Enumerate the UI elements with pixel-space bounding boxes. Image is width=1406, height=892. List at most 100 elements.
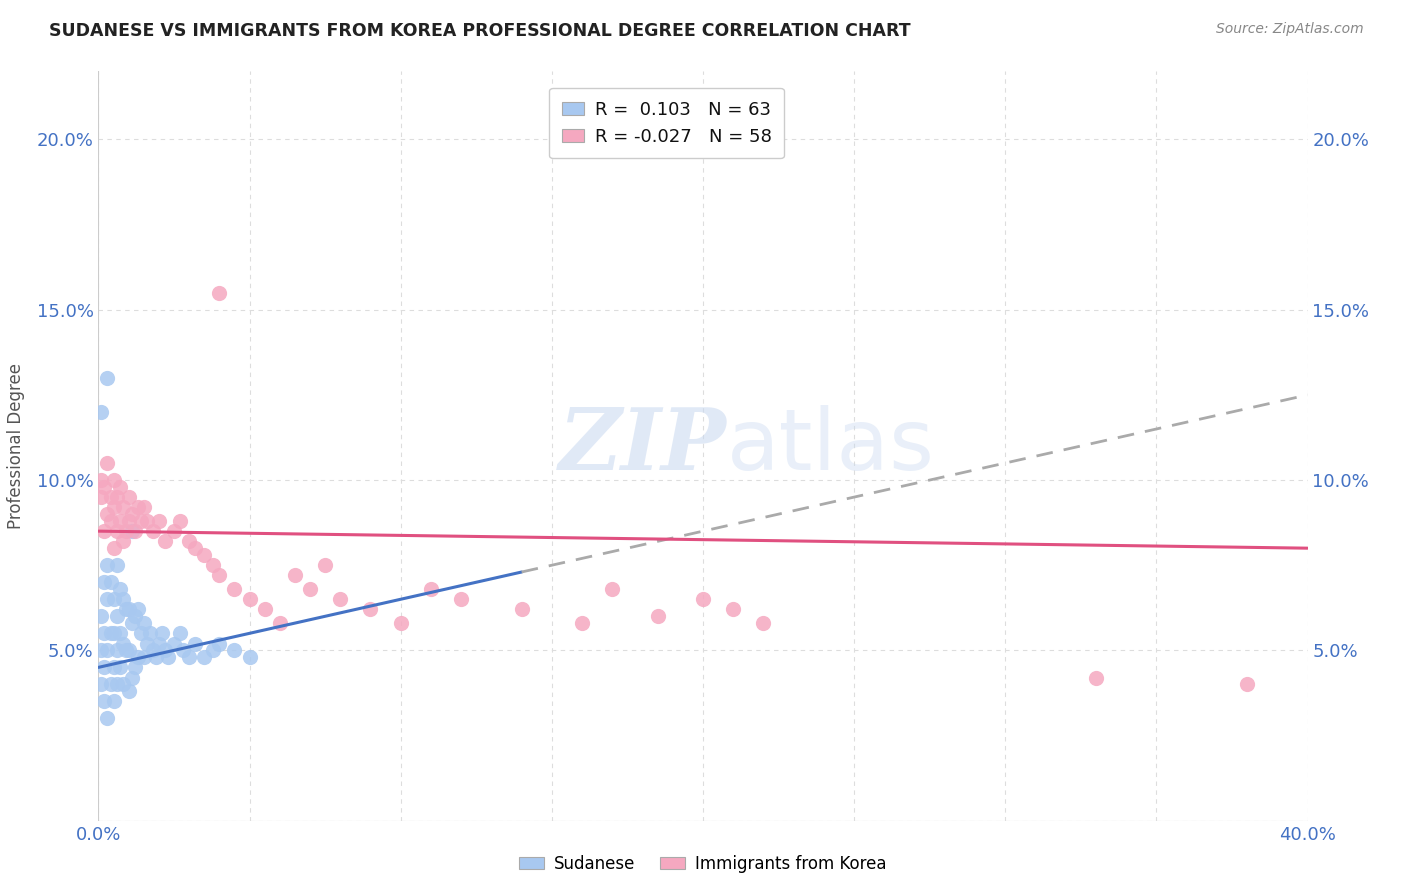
Point [163, 524, 186, 538]
Point [647, 609, 669, 624]
Point [118, 602, 141, 616]
Point [184, 636, 207, 650]
Point [132, 616, 155, 631]
Point [103, 500, 125, 515]
Legend: R =  0.103   N = 63, R = -0.027   N = 58: R = 0.103 N = 63, R = -0.027 N = 58 [550, 88, 785, 158]
Point [105, 524, 128, 538]
Text: Source: ZipAtlas.com: Source: ZipAtlas.com [1216, 22, 1364, 37]
Point [105, 643, 128, 657]
Point [752, 616, 775, 631]
Point [420, 582, 443, 596]
Point [239, 592, 262, 607]
Point [129, 514, 152, 528]
Point [118, 490, 141, 504]
Point [111, 592, 134, 607]
Point [111, 500, 134, 515]
Point [111, 534, 134, 549]
Point [100, 626, 122, 640]
Text: atlas: atlas [727, 404, 935, 488]
Point [153, 643, 176, 657]
Text: ZIP: ZIP [560, 404, 727, 488]
Point [127, 650, 149, 665]
Point [96, 507, 118, 521]
Point [93, 626, 115, 640]
Point [90, 609, 112, 624]
Point [1085, 671, 1108, 685]
Point [96, 558, 118, 573]
Point [108, 626, 131, 640]
Point [179, 534, 201, 549]
Point [127, 500, 149, 515]
Point [100, 514, 122, 528]
Point [184, 541, 207, 556]
Point [208, 636, 231, 650]
Point [103, 592, 125, 607]
Point [93, 575, 115, 590]
Point [132, 500, 155, 515]
Point [93, 524, 115, 538]
Point [156, 650, 179, 665]
Point [127, 602, 149, 616]
Point [103, 473, 125, 487]
Point [124, 660, 146, 674]
Point [163, 636, 186, 650]
Point [169, 626, 191, 640]
Point [121, 507, 143, 521]
Point [299, 582, 322, 596]
Point [284, 568, 307, 582]
Point [121, 616, 143, 631]
Point [90, 643, 112, 657]
Point [692, 592, 714, 607]
Point [224, 582, 246, 596]
Point [124, 524, 146, 538]
Point [193, 548, 215, 562]
Point [571, 616, 593, 631]
Point [253, 602, 276, 616]
Point [118, 643, 141, 657]
Point [96, 711, 118, 725]
Point [121, 671, 143, 685]
Point [90, 677, 112, 691]
Point [114, 643, 136, 657]
Point [124, 609, 146, 624]
Point [93, 660, 115, 674]
Point [172, 643, 194, 657]
Point [202, 643, 225, 657]
Point [723, 602, 745, 616]
Point [142, 643, 165, 657]
Point [114, 524, 136, 538]
Point [96, 456, 118, 470]
Point [93, 480, 115, 494]
Point [103, 541, 125, 556]
Point [96, 371, 118, 385]
Text: SUDANESE VS IMMIGRANTS FROM KOREA PROFESSIONAL DEGREE CORRELATION CHART: SUDANESE VS IMMIGRANTS FROM KOREA PROFES… [49, 22, 911, 40]
Point [208, 568, 231, 582]
Point [90, 473, 112, 487]
Point [108, 582, 131, 596]
Point [135, 636, 157, 650]
Point [114, 602, 136, 616]
Point [105, 490, 128, 504]
Point [1236, 677, 1258, 691]
Point [100, 677, 122, 691]
Point [139, 626, 162, 640]
Point [103, 626, 125, 640]
Legend: Sudanese, Immigrants from Korea: Sudanese, Immigrants from Korea [512, 848, 894, 880]
Point [179, 650, 201, 665]
Point [108, 480, 131, 494]
Point [193, 650, 215, 665]
Point [360, 602, 382, 616]
Point [602, 582, 624, 596]
Point [142, 524, 165, 538]
Point [111, 677, 134, 691]
Point [269, 616, 291, 631]
Point [105, 609, 128, 624]
Point [90, 405, 112, 419]
Point [105, 558, 128, 573]
Point [169, 514, 191, 528]
Point [108, 660, 131, 674]
Point [108, 514, 131, 528]
Point [450, 592, 472, 607]
Point [103, 660, 125, 674]
Point [314, 558, 336, 573]
